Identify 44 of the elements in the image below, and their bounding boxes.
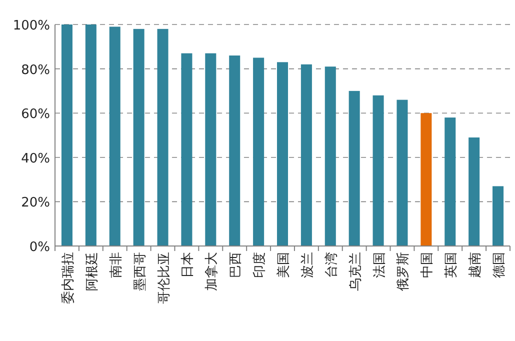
- bar: [157, 28, 168, 246]
- x-tick-label: 南非: [108, 252, 124, 278]
- x-tick-label: 越南: [468, 252, 484, 278]
- bar: [444, 118, 456, 246]
- bar: [85, 24, 96, 246]
- y-tick-label: 0%: [29, 240, 50, 255]
- x-tick-label: 英国: [444, 252, 460, 278]
- y-tick-label: 100%: [12, 18, 50, 34]
- x-tick-label: 台湾: [323, 252, 340, 278]
- x-tick-label: 德国: [492, 252, 508, 278]
- x-tick-label: 阿根廷: [84, 252, 100, 291]
- x-tick-label: 加拿大: [204, 252, 220, 291]
- x-tick-label: 波兰: [300, 252, 316, 278]
- x-tick-label: 巴西: [228, 252, 244, 278]
- y-tick-label: 20%: [21, 196, 50, 211]
- y-tick-label: 60%: [21, 107, 50, 122]
- x-tick-label: 墨西哥: [132, 252, 148, 291]
- bar: [181, 53, 192, 246]
- bar: [324, 66, 336, 246]
- x-tick-label: 委内瑞拉: [60, 252, 76, 304]
- bar: [253, 58, 264, 246]
- bar: [420, 113, 432, 246]
- x-tick-label: 印度: [252, 252, 268, 278]
- x-tick-label: 乌克兰: [348, 252, 364, 291]
- bar: [109, 26, 120, 246]
- y-tick-label: 40%: [21, 151, 50, 166]
- x-tick-label: 俄罗斯: [396, 252, 412, 291]
- bar: [396, 100, 408, 246]
- x-tick-label: 美国: [276, 252, 292, 278]
- bar: [229, 56, 240, 246]
- bar: [300, 64, 312, 246]
- x-tick-label: 法国: [372, 252, 388, 278]
- x-tick-label: 日本: [180, 252, 196, 278]
- x-tick-label: 哥伦比亚: [156, 252, 172, 304]
- bar: [276, 62, 288, 246]
- y-tick-label: 80%: [21, 62, 50, 78]
- bar: [372, 95, 384, 246]
- bar: [61, 24, 72, 246]
- bar: [492, 186, 504, 246]
- bar: [133, 28, 144, 246]
- bar: [348, 90, 360, 246]
- x-tick-label: 中国: [420, 252, 436, 278]
- bar: [205, 53, 216, 246]
- bar: [468, 137, 480, 246]
